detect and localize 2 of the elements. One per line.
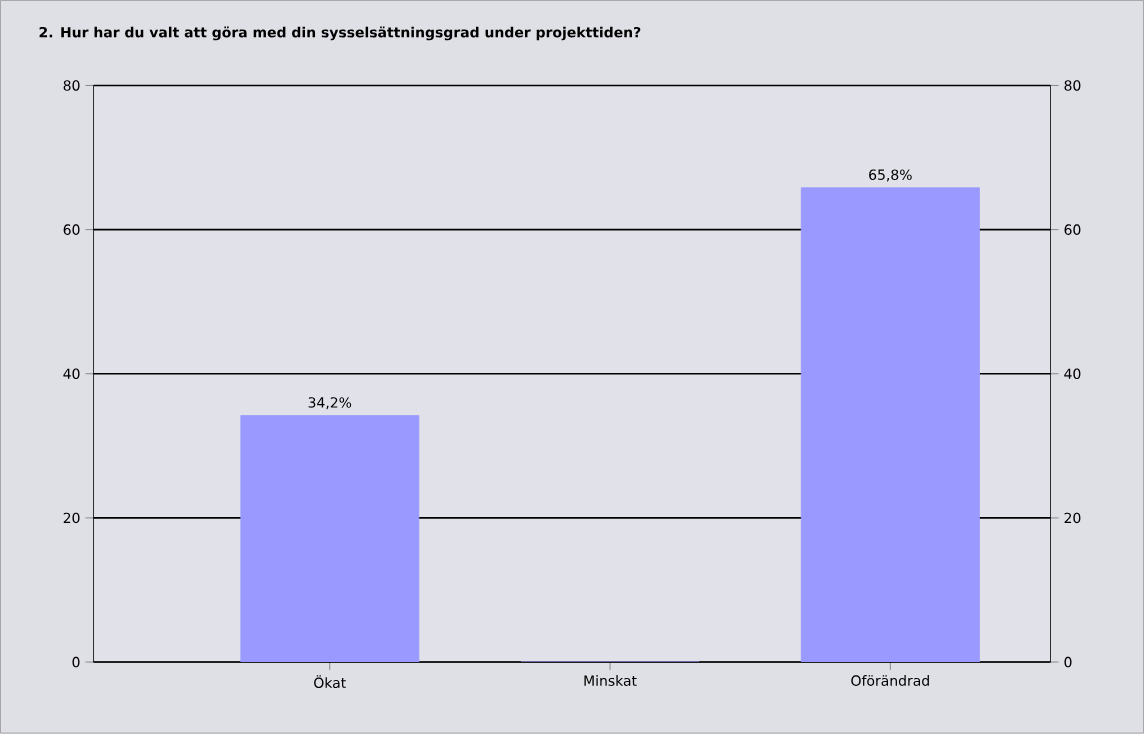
bar — [240, 415, 420, 663]
bar — [800, 187, 980, 663]
